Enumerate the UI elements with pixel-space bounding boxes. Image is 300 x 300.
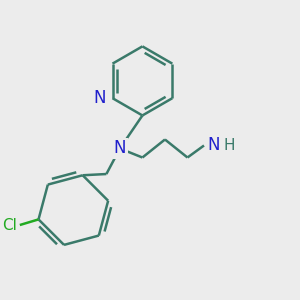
Text: N: N <box>93 89 106 107</box>
Text: H: H <box>224 138 235 153</box>
Text: Cl: Cl <box>2 218 17 232</box>
Text: N: N <box>114 140 126 158</box>
Text: N: N <box>207 136 220 154</box>
